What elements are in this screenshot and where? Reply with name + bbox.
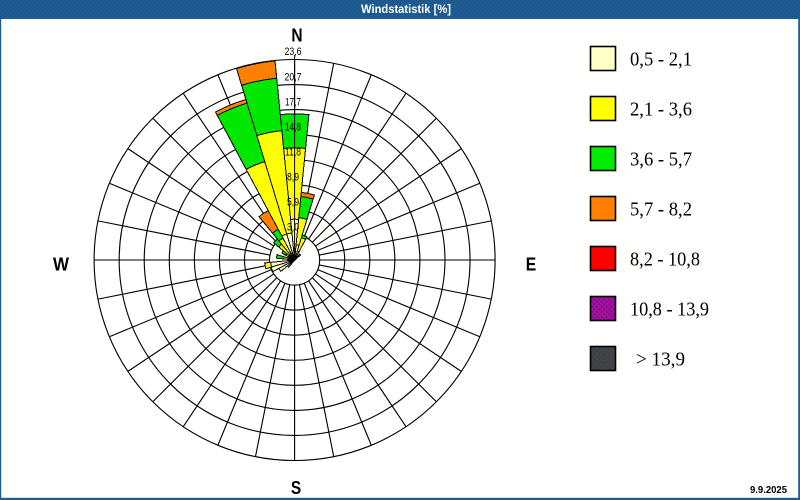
svg-text:W: W bbox=[53, 254, 69, 275]
svg-text:17,7: 17,7 bbox=[285, 96, 301, 108]
svg-text:10,8 - 13,9: 10,8 - 13,9 bbox=[630, 299, 709, 321]
svg-text:23,6: 23,6 bbox=[285, 46, 302, 58]
svg-text:11,8: 11,8 bbox=[285, 146, 301, 158]
svg-text:E: E bbox=[526, 254, 537, 275]
svg-text:> 13,9: > 13,9 bbox=[636, 349, 685, 371]
svg-text:20,7: 20,7 bbox=[285, 71, 302, 83]
svg-text:3,0: 3,0 bbox=[287, 222, 299, 234]
svg-text:S: S bbox=[291, 477, 301, 498]
svg-text:5,9: 5,9 bbox=[287, 197, 299, 209]
svg-text:N: N bbox=[291, 25, 302, 46]
svg-text:9.9.2025: 9.9.2025 bbox=[750, 484, 787, 496]
svg-text:8,9: 8,9 bbox=[287, 172, 299, 184]
svg-text:5,7 - 8,2: 5,7 - 8,2 bbox=[630, 199, 692, 221]
svg-text:8,2 - 10,8: 8,2 - 10,8 bbox=[630, 249, 700, 271]
svg-text:14,8: 14,8 bbox=[285, 121, 301, 133]
svg-text:3,6 - 5,7: 3,6 - 5,7 bbox=[630, 149, 692, 171]
svg-text:Windstatistik [%]: Windstatistik [%] bbox=[361, 4, 451, 16]
svg-text:2,1 - 3,6: 2,1 - 3,6 bbox=[630, 99, 692, 121]
svg-text:0,5 - 2,1: 0,5 - 2,1 bbox=[630, 49, 692, 71]
